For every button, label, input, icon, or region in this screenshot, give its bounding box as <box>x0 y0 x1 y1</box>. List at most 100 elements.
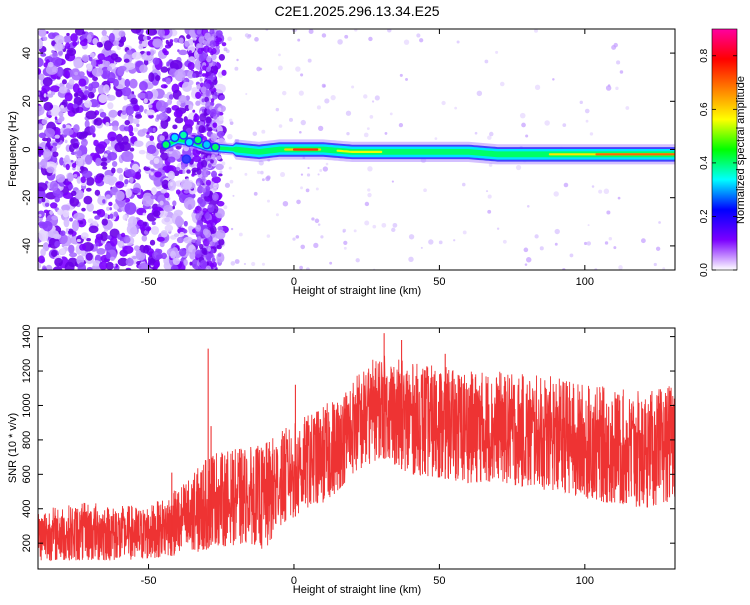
heatmap-noise-blob <box>52 51 58 58</box>
heatmap-noise-blob <box>54 257 63 267</box>
heatmap-noise-blob <box>123 126 130 132</box>
heatmap-faint-dot <box>534 84 541 90</box>
heatmap-faint-dot <box>306 173 311 177</box>
heatmap-noise-blob <box>146 144 157 154</box>
heatmap-noise-blob <box>78 78 87 87</box>
heatmap-noise-blob <box>121 151 134 162</box>
heatmap-noise-blob <box>201 168 209 178</box>
heatmap-noise-blob <box>200 52 207 61</box>
heatmap-noise-blob <box>194 113 198 119</box>
heatmap-noise-blob <box>202 65 207 71</box>
heatmap-faint-dot <box>229 179 234 184</box>
heatmap-noise-blob <box>118 30 126 38</box>
heatmap-noise-blob <box>82 31 86 35</box>
colorbar-tick-label: 0.6 <box>699 102 710 116</box>
heatmap-faint-dot <box>300 73 304 77</box>
heatmap-noise-blob <box>143 98 148 104</box>
heatmap-faint-dot <box>318 125 324 132</box>
heatmap-faint-dot <box>369 115 374 119</box>
heatmap-noise-blob <box>93 139 99 147</box>
heatmap-faint-dot <box>238 232 243 237</box>
heatmap-faint-dot <box>219 170 223 174</box>
heatmap-noise-blob <box>42 267 47 270</box>
heatmap-faint-dot <box>322 166 328 172</box>
heatmap-noise-blob <box>38 146 44 155</box>
heatmap-faint-dot <box>584 108 590 114</box>
figure-title: C2E1.2025.296.13.34.E25 <box>274 3 439 19</box>
heatmap-faint-dot <box>337 39 343 45</box>
heatmap-noise-blob <box>88 83 94 92</box>
heatmap-faint-dot <box>289 117 294 122</box>
heatmap-noise-blob <box>73 124 80 133</box>
heatmap-noise-blob <box>206 109 211 115</box>
heatmap-noise-blob <box>217 253 222 257</box>
heatmap-noise-blob <box>178 37 184 44</box>
heatmap-faint-dot <box>261 262 265 266</box>
snr-y-tick-label: 1200 <box>21 359 33 383</box>
heatmap-faint-dot <box>296 199 301 205</box>
heatmap-noise-blob <box>216 200 225 207</box>
heatmap-noise-blob <box>216 37 223 43</box>
heatmap-noise-blob <box>210 248 215 254</box>
heatmap-noise-blob <box>181 81 192 93</box>
heatmap-noise-blob <box>182 169 186 174</box>
heatmap-noise-blob <box>64 70 70 79</box>
heatmap-faint-dot <box>267 199 270 203</box>
heatmap-noise-blob <box>132 118 140 125</box>
heatmap-faint-dot <box>236 58 239 62</box>
heatmap-noise-blob <box>141 128 148 134</box>
heatmap-faint-dot <box>605 85 612 91</box>
heatmap-noise-blob <box>101 218 108 226</box>
heatmap-noise-blob <box>158 112 169 121</box>
ridge-blob <box>201 139 212 150</box>
heatmap-noise-blob <box>218 53 226 61</box>
heatmap-faint-dot <box>368 36 373 42</box>
heatmap-noise-blob <box>133 140 144 148</box>
heatmap-noise-blob <box>60 105 65 109</box>
heatmap-noise-blob <box>116 133 123 143</box>
heatmap-noise-blob <box>38 255 45 264</box>
heatmap-noise-blob <box>150 195 157 200</box>
heatmap-faint-dot <box>434 137 438 140</box>
heatmap-faint-dot <box>544 120 550 126</box>
heatmap-noise-blob <box>102 166 108 170</box>
heatmap-noise-blob <box>163 204 174 212</box>
heatmap-faint-dot <box>277 65 283 71</box>
heatmap-noise-blob <box>198 73 202 78</box>
heatmap-noise-blob <box>51 249 58 258</box>
heatmap-noise-blob <box>157 29 165 37</box>
heatmap-noise-blob <box>206 255 212 262</box>
heatmap-faint-dot <box>423 188 427 193</box>
heatmap-faint-dot <box>300 119 306 126</box>
heatmap-faint-dot <box>251 261 256 267</box>
heatmap-noise-blob <box>199 210 204 216</box>
heatmap-faint-dot <box>260 170 264 175</box>
heatmap-noise-blob <box>202 228 209 236</box>
heatmap-noise-blob <box>134 114 143 119</box>
heatmap-noise-blob <box>44 116 49 120</box>
heatmap-noise-blob <box>43 93 47 98</box>
heatmap-noise-blob <box>63 218 70 228</box>
heatmap-noise-blob <box>109 207 113 211</box>
heatmap-noise-blob <box>65 163 70 171</box>
heatmap-noise-blob <box>47 229 59 239</box>
heatmap-noise-blob <box>215 229 226 240</box>
heatmap-faint-dot <box>230 261 236 266</box>
heatmap-noise-blob <box>38 200 42 204</box>
heatmap-noise-blob <box>54 34 65 45</box>
ridge-blob <box>181 154 192 164</box>
heatmap-noise-blob <box>92 133 96 138</box>
heatmap-faint-dot <box>256 66 261 72</box>
heatmap-noise-blob <box>110 53 119 61</box>
heatmap-noise-blob <box>41 198 46 203</box>
heatmap-noise-blob <box>80 165 85 171</box>
heatmap-noise-blob <box>129 147 135 152</box>
heatmap-noise-blob <box>42 149 52 161</box>
heatmap-noise-blob <box>123 58 130 63</box>
heatmap-noise-blob <box>66 32 70 36</box>
heatmap-noise-blob <box>130 97 138 105</box>
heatmap-noise-blob <box>205 265 212 270</box>
snr-y-axis: 200 400 600 800 1000 1200 1400 <box>21 324 675 552</box>
heatmap-noise-blob <box>54 240 61 248</box>
heatmap-noise-blob <box>40 52 47 57</box>
